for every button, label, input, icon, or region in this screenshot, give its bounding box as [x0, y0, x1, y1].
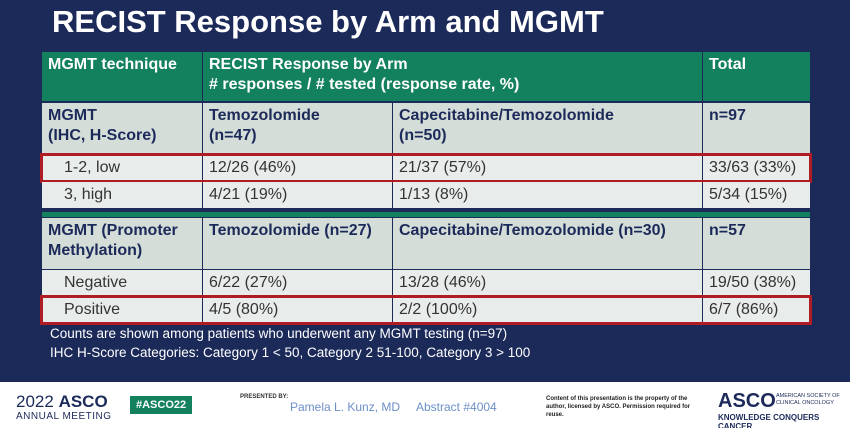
cell-line: 1-2, low	[64, 159, 121, 176]
section-total: n=57	[703, 218, 810, 269]
footer: 2022 ASCO ANNUAL MEETING #ASCO22 PRESENT…	[0, 382, 850, 428]
org-logo: ASCO	[718, 390, 776, 412]
org-line: CLINICAL ONCOLOGY	[776, 400, 834, 406]
year: 2022	[16, 392, 54, 411]
cell-line: 6/7 (86%)	[709, 301, 779, 318]
cell-line: n=57	[709, 222, 746, 239]
cell-line: MGMT (Promoter	[48, 222, 178, 239]
cell-line: Temozolomide (n=27)	[209, 222, 372, 239]
data-cell: 1/13 (8%)	[393, 182, 702, 208]
header-cell: MGMT technique	[42, 52, 202, 101]
cell-line: Capecitabine/Temozolomide (n=30)	[399, 222, 666, 239]
footnote: Counts are shown among patients who unde…	[50, 326, 508, 341]
cell-line: 19/50 (38%)	[709, 274, 797, 291]
cell-line: 21/37 (57%)	[399, 159, 487, 176]
cell-line: MGMT technique	[48, 56, 177, 73]
data-cell: 6/7 (86%)	[703, 297, 810, 323]
meeting-sub: ANNUAL MEETING	[16, 411, 112, 422]
header-cell: Total	[703, 52, 810, 101]
data-cell: 12/26 (46%)	[203, 155, 392, 181]
cell-line: RECIST Response by Arm	[209, 56, 408, 73]
data-cell: 21/37 (57%)	[393, 155, 702, 181]
arm-label: Temozolomide (n=47)	[203, 103, 392, 154]
cell-line: Total	[709, 56, 747, 73]
arm-label: Temozolomide (n=27)	[203, 218, 392, 269]
cell-line: 6/22 (27%)	[209, 274, 288, 291]
slide-title: RECIST Response by Arm and MGMT	[52, 4, 604, 39]
cell-line: Capecitabine/Temozolomide	[399, 107, 614, 124]
highlight-box	[40, 153, 812, 183]
hashtag: #ASCO22	[130, 396, 193, 414]
cell-line: Positive	[64, 301, 121, 318]
cell-line: 33/63 (33%)	[709, 159, 797, 176]
data-cell: 1-2, low	[42, 155, 202, 181]
cell-line: Methylation)	[48, 242, 143, 259]
meeting-logo: 2022 ASCO	[16, 392, 108, 412]
section-total: n=97	[703, 103, 810, 154]
cell-line: 2/2 (100%)	[399, 301, 478, 318]
data-cell: 4/21 (19%)	[203, 182, 392, 208]
cell-line: MGMT	[48, 107, 97, 124]
cell-line: 5/34 (15%)	[709, 186, 788, 203]
cell-line: # responses / # tested (response rate, %…	[209, 76, 520, 93]
data-cell: 3, high	[42, 182, 202, 208]
abstract: Abstract #4004	[416, 400, 497, 414]
cell-line: 12/26 (46%)	[209, 159, 297, 176]
cell-line: (n=50)	[399, 127, 447, 144]
cell-line: (n=47)	[209, 127, 257, 144]
section-label: MGMT (Promoter Methylation)	[42, 218, 202, 269]
cell-line: Temozolomide	[209, 107, 320, 124]
data-cell: Negative	[42, 270, 202, 296]
presenter: Pamela L. Kunz, MD	[290, 400, 401, 414]
separator	[42, 212, 810, 217]
data-cell: 19/50 (38%)	[703, 270, 810, 296]
data-cell: 6/22 (27%)	[203, 270, 392, 296]
footnote: IHC H-Score Categories: Category 1 < 50,…	[50, 345, 531, 360]
notice: Content of this presentation is the prop…	[546, 396, 691, 418]
cell-line: 3, high	[64, 186, 113, 203]
cell-line: n=97	[709, 107, 746, 124]
tagline: KNOWLEDGE CONQUERS CANCER	[718, 413, 820, 428]
asco: ASCO	[58, 392, 108, 411]
data-cell: 33/63 (33%)	[703, 155, 810, 181]
data-cell: Positive	[42, 297, 202, 323]
arm-label: Capecitabine/Temozolomide (n=50)	[393, 103, 702, 154]
org-line: AMERICAN SOCIETY OF	[776, 393, 840, 399]
cell-line: 13/28 (46%)	[399, 274, 487, 291]
table: MGMT technique RECIST Response by Arm # re…	[40, 52, 812, 325]
cell-line: Negative	[64, 274, 128, 291]
data-cell: 4/5 (80%)	[203, 297, 392, 323]
cell-line: 4/21 (19%)	[209, 186, 288, 203]
highlight-box	[40, 295, 812, 325]
data-cell: 5/34 (15%)	[703, 182, 810, 208]
cell-line: (IHC, H-Score)	[48, 127, 157, 144]
header-cell: RECIST Response by Arm # responses / # te…	[203, 52, 702, 101]
arm-label: Capecitabine/Temozolomide (n=30)	[393, 218, 702, 269]
cell-line: 1/13 (8%)	[399, 186, 469, 203]
data-cell: 13/28 (46%)	[393, 270, 702, 296]
data-cell: 2/2 (100%)	[393, 297, 702, 323]
org-full: AMERICAN SOCIETY OF CLINICAL ONCOLOGY	[776, 393, 840, 407]
section-label: MGMT (IHC, H-Score)	[42, 103, 202, 154]
presented-by: PRESENTED BY:	[240, 394, 289, 400]
cell-line: 4/5 (80%)	[209, 301, 279, 318]
